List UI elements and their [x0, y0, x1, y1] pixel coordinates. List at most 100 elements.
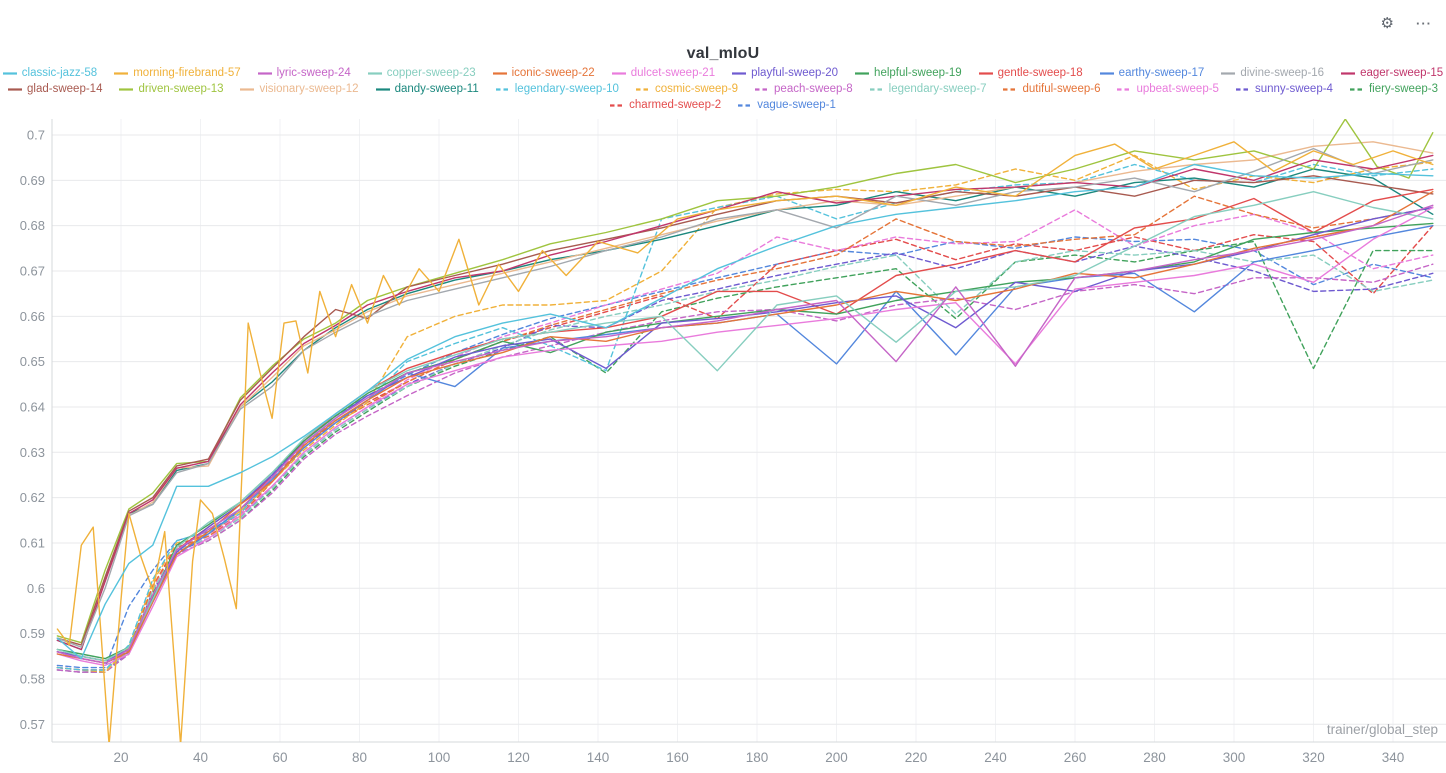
- series-line-helpful-sweep-19[interactable]: [56, 222, 1434, 660]
- legend-item-legendary-sweep-7[interactable]: legendary-sweep-7: [869, 83, 986, 96]
- dashed-line-swatch-icon: [495, 87, 510, 91]
- solid-line-swatch-icon: [257, 71, 272, 75]
- legend-item-fiery-sweep-3[interactable]: fiery-sweep-3: [1349, 83, 1438, 96]
- legend-run-name: upbeat-sweep-5: [1136, 82, 1219, 95]
- series-line-upbeat-sweep-5[interactable]: [56, 209, 1434, 673]
- solid-line-swatch-icon: [114, 71, 129, 75]
- y-tick-label: 0.66: [20, 309, 45, 324]
- x-tick-label: 260: [1064, 750, 1087, 765]
- series-line-cosmic-sweep-9[interactable]: [56, 154, 1434, 673]
- series-line-iconic-sweep-22[interactable]: [56, 190, 1434, 664]
- series-line-dutiful-sweep-6[interactable]: [56, 195, 1434, 671]
- legend-item-classic-jazz-58[interactable]: classic-jazz-58: [2, 67, 97, 80]
- legend-item-cosmic-sweep-9[interactable]: cosmic-sweep-9: [635, 83, 738, 96]
- series-line-sunny-sweep-4[interactable]: [56, 245, 1434, 673]
- series-line-classic-jazz-58[interactable]: [56, 163, 1434, 660]
- more-options-icon[interactable]: ···: [1416, 15, 1432, 31]
- series-line-lyric-sweep-24[interactable]: [56, 204, 1434, 664]
- series-line-legendary-sweep-10[interactable]: [56, 163, 1434, 671]
- series-line-dulcet-sweep-21[interactable]: [56, 206, 1434, 667]
- series-line-charmed-sweep-2[interactable]: [56, 224, 1434, 671]
- legend-item-dulcet-sweep-21[interactable]: dulcet-sweep-21: [611, 67, 715, 80]
- series-line-copper-sweep-23[interactable]: [56, 190, 1434, 662]
- legend-item-earthy-sweep-17[interactable]: earthy-sweep-17: [1099, 66, 1205, 80]
- x-tick-label: 120: [507, 750, 530, 765]
- legend-item-glad-sweep-14[interactable]: glad-sweep-14: [8, 83, 102, 96]
- legend-item-sunny-sweep-4[interactable]: sunny-sweep-4: [1235, 83, 1333, 96]
- legend-run-name: morning-firebrand-57: [133, 66, 241, 79]
- x-tick-label: 20: [113, 750, 128, 765]
- legend-run-name: dandy-sweep-11: [394, 82, 479, 95]
- legend-run-name: helpful-sweep-19: [874, 66, 962, 79]
- x-tick-label: 320: [1302, 750, 1325, 765]
- legend-item-visionary-sweep-12[interactable]: visionary-sweep-12: [240, 83, 359, 96]
- x-axis-label: trainer/global_step: [1327, 722, 1438, 737]
- series-line-morning-firebrand-57[interactable]: [56, 141, 1434, 745]
- y-tick-label: 0.63: [20, 445, 45, 460]
- x-tick-label: 80: [352, 750, 367, 765]
- solid-line-swatch-icon: [732, 71, 747, 75]
- legend-run-name: legendary-sweep-10: [514, 82, 619, 95]
- legend-item-divine-sweep-16[interactable]: divine-sweep-16: [1221, 67, 1324, 80]
- series-line-driven-sweep-13[interactable]: [56, 119, 1434, 644]
- legend-run-name: iconic-sweep-22: [511, 66, 595, 79]
- dashed-line-swatch-icon: [738, 103, 753, 107]
- legend-item-playful-sweep-20[interactable]: playful-sweep-20: [732, 67, 838, 80]
- legend-item-morning-firebrand-57[interactable]: morning-firebrand-57: [114, 66, 241, 80]
- legend-run-name: copper-sweep-23: [386, 66, 476, 79]
- y-tick-label: 0.57: [20, 717, 45, 732]
- legend-run-name: charmed-sweep-2: [629, 98, 722, 111]
- series-line-gentle-sweep-18[interactable]: [56, 188, 1434, 662]
- legend-run-name: peach-sweep-8: [774, 82, 853, 95]
- solid-line-swatch-icon: [1221, 71, 1236, 75]
- legend-item-gentle-sweep-18[interactable]: gentle-sweep-18: [978, 66, 1083, 80]
- y-tick-label: 0.6: [27, 581, 45, 596]
- series-line-fiery-sweep-3[interactable]: [56, 240, 1434, 673]
- y-tick-label: 0.58: [20, 671, 45, 686]
- legend-run-name: playful-sweep-20: [751, 66, 839, 79]
- solid-line-swatch-icon: [375, 87, 390, 91]
- x-tick-label: 240: [984, 750, 1007, 765]
- legend-item-vague-sweep-1[interactable]: vague-sweep-1: [738, 99, 836, 112]
- x-tick-label: 340: [1382, 750, 1405, 765]
- solid-line-swatch-icon: [2, 71, 17, 75]
- legend: classic-jazz-58 morning-firebrand-57 lyric…: [0, 66, 1446, 114]
- series-line-divine-sweep-16[interactable]: [56, 147, 1434, 648]
- legend-item-dandy-sweep-11[interactable]: dandy-sweep-11: [375, 82, 479, 96]
- legend-item-iconic-sweep-22[interactable]: iconic-sweep-22: [492, 66, 595, 80]
- y-tick-label: 0.61: [20, 535, 45, 550]
- legend-item-legendary-sweep-10[interactable]: legendary-sweep-10: [495, 82, 619, 96]
- x-tick-label: 300: [1223, 750, 1246, 765]
- legend-row-2: glad-sweep-14 driven-sweep-13 visionary-sw…: [0, 82, 1446, 96]
- series-line-peach-sweep-8[interactable]: [56, 263, 1434, 673]
- legend-item-driven-sweep-13[interactable]: driven-sweep-13: [119, 83, 223, 96]
- x-tick-label: 280: [1143, 750, 1166, 765]
- dashed-line-swatch-icon: [1235, 87, 1250, 91]
- legend-run-name: driven-sweep-13: [138, 82, 224, 95]
- series-line-eager-sweep-15[interactable]: [56, 154, 1434, 651]
- legend-run-name: lyric-sweep-24: [276, 66, 351, 79]
- x-tick-label: 100: [428, 750, 451, 765]
- series-line-dandy-sweep-11[interactable]: [56, 168, 1434, 651]
- series-line-glad-sweep-14[interactable]: [56, 175, 1434, 646]
- x-tick-label: 60: [272, 750, 287, 765]
- legend-item-helpful-sweep-19[interactable]: helpful-sweep-19: [855, 67, 962, 80]
- settings-gear-icon[interactable]: ⚙: [1380, 15, 1394, 32]
- legend-item-eager-sweep-15[interactable]: eager-sweep-15: [1341, 67, 1443, 80]
- legend-item-copper-sweep-23[interactable]: copper-sweep-23: [367, 66, 476, 80]
- x-tick-label: 180: [746, 750, 769, 765]
- legend-item-lyric-sweep-24[interactable]: lyric-sweep-24: [257, 66, 351, 80]
- legend-item-upbeat-sweep-5[interactable]: upbeat-sweep-5: [1117, 82, 1219, 96]
- legend-run-name: gentle-sweep-18: [997, 66, 1083, 79]
- legend-row-3: charmed-sweep-2 vague-sweep-1: [0, 98, 1446, 112]
- solid-line-swatch-icon: [119, 87, 134, 91]
- legend-run-name: earthy-sweep-17: [1118, 66, 1205, 79]
- dashed-line-swatch-icon: [869, 87, 884, 91]
- legend-item-dutiful-sweep-6[interactable]: dutiful-sweep-6: [1003, 83, 1100, 96]
- y-tick-label: 0.7: [27, 128, 45, 143]
- series-lines: [56, 119, 1434, 745]
- solid-line-swatch-icon: [240, 87, 255, 91]
- legend-item-peach-sweep-8[interactable]: peach-sweep-8: [755, 83, 853, 96]
- legend-item-charmed-sweep-2[interactable]: charmed-sweep-2: [610, 99, 721, 112]
